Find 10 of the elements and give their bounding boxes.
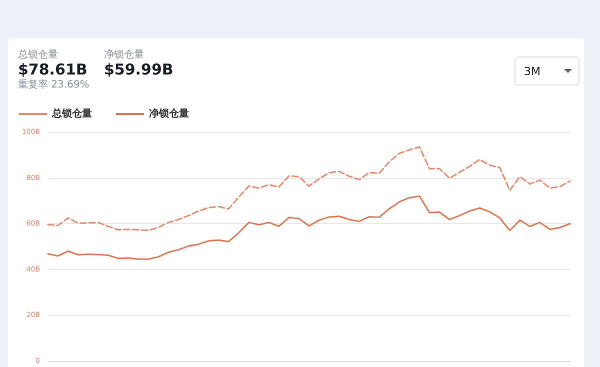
line-series — [47, 195, 571, 260]
text: $59.99B — [104, 60, 174, 78]
text: $78.61B — [18, 60, 88, 78]
text: 总锁仓量 — [17, 48, 58, 60]
legend-label: 总锁仓量 — [51, 108, 92, 120]
legend-label: 净锁仓量 — [149, 108, 189, 120]
text: 重复率 23.69% — [18, 78, 90, 90]
text: 3M — [524, 65, 540, 78]
line-series — [47, 146, 571, 232]
text: 净锁仓量 — [104, 48, 144, 60]
